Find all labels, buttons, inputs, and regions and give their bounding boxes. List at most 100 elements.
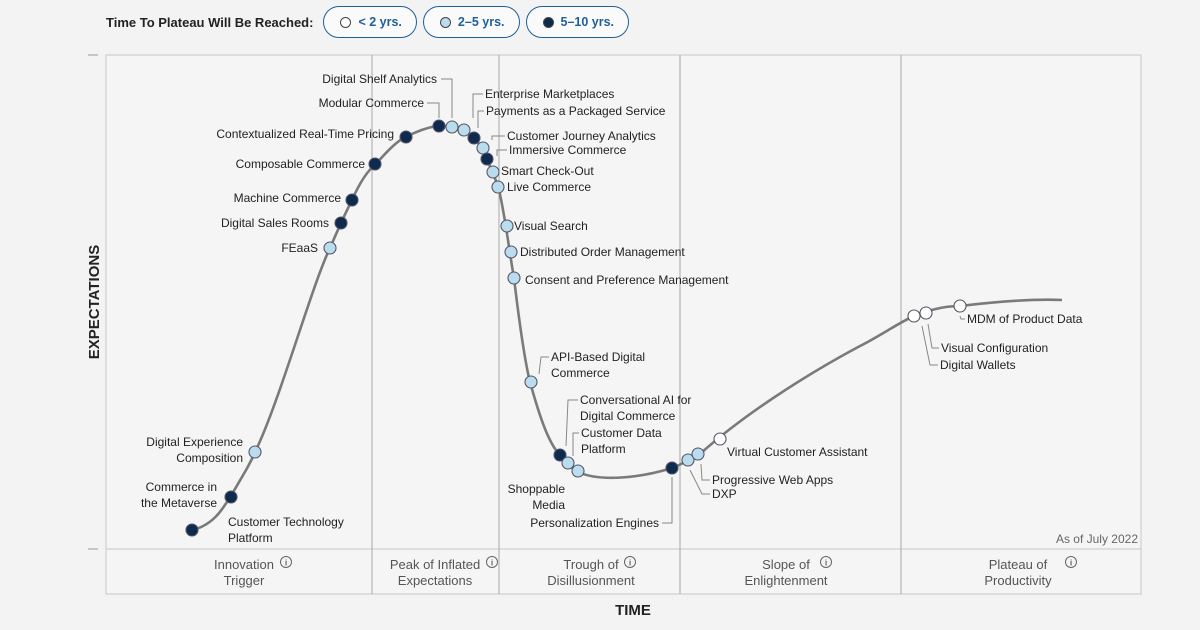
label-contextualized-real-time-pricing: Contextualized Real-Time Pricing [216, 127, 394, 141]
point-consent-and-preference-management[interactable] [507, 271, 521, 285]
phase-label-1: Innovation Trigger [214, 557, 274, 588]
point-modular-commerce[interactable] [432, 119, 446, 133]
leader-personalization-engines [662, 477, 673, 524]
point-progressive-web-apps[interactable] [691, 447, 705, 461]
legend-dot-long [542, 16, 554, 28]
legend-label-short: < 2 yrs. [358, 15, 402, 29]
phase-label-3: Trough of Disillusionment [547, 557, 635, 588]
label-customer-journey-analytics: Customer Journey Analytics [507, 129, 656, 143]
label-conversational-ai-for-digital-commerce: Conversational AI for Digital Commerce [580, 393, 691, 423]
svg-text:i: i [825, 558, 827, 568]
point-virtual-customer-assistant[interactable] [713, 432, 727, 446]
plot-frame [105, 54, 1142, 550]
point-composable-commerce[interactable] [368, 157, 382, 171]
legend-pill-long[interactable]: 5–10 yrs. [525, 6, 630, 38]
point-digital-wallets[interactable] [907, 309, 921, 323]
leader-api-based-digital-commerce [538, 356, 549, 375]
label-digital-experience-composition: Digital Experience Composition [146, 435, 243, 465]
leader-digital-shelf-analytics [441, 78, 453, 118]
label-progressive-web-apps: Progressive Web Apps [712, 473, 833, 487]
legend-pill-short[interactable]: < 2 yrs. [323, 6, 417, 38]
label-shoppable-media: Shoppable Media [508, 482, 566, 512]
y-axis-title: EXPECTATIONS [86, 245, 103, 359]
label-commerce-in-the-metaverse: Commerce in the Metaverse [141, 480, 217, 510]
point-immersive-commerce[interactable] [480, 152, 494, 166]
info-icon[interactable]: i [1065, 556, 1077, 568]
label-modular-commerce: Modular Commerce [319, 96, 425, 110]
point-digital-sales-rooms[interactable] [334, 216, 348, 230]
label-live-commerce: Live Commerce [507, 180, 591, 194]
legend-pill-mid[interactable]: 2–5 yrs. [422, 6, 520, 38]
svg-text:i: i [285, 558, 287, 568]
axis-ticks [88, 54, 98, 550]
label-digital-sales-rooms: Digital Sales Rooms [221, 216, 329, 230]
leader-conversational-ai-for-digital-commerce [565, 399, 578, 447]
label-digital-wallets: Digital Wallets [940, 358, 1016, 372]
label-api-based-digital-commerce: API-Based Digital Commerce [551, 350, 645, 380]
label-smart-check-out: Smart Check-Out [501, 164, 594, 178]
point-commerce-in-the-metaverse[interactable] [224, 490, 238, 504]
label-personalization-engines: Personalization Engines [530, 516, 659, 530]
leader-digital-wallets [921, 325, 938, 366]
svg-text:i: i [629, 558, 631, 568]
leader-modular-commerce [427, 102, 440, 118]
point-customer-technology-platform[interactable] [185, 523, 199, 537]
x-axis-title: TIME [615, 602, 651, 619]
label-feaas: FEaaS [281, 241, 318, 255]
point-digital-shelf-analytics[interactable] [445, 120, 459, 134]
label-digital-shelf-analytics: Digital Shelf Analytics [322, 72, 437, 86]
point-personalization-engines[interactable] [665, 461, 679, 475]
point-visual-search[interactable] [500, 219, 514, 233]
legend-dot-mid [439, 16, 451, 28]
label-enterprise-marketplaces: Enterprise Marketplaces [485, 87, 614, 101]
point-digital-experience-composition[interactable] [248, 445, 262, 459]
point-machine-commerce[interactable] [345, 193, 359, 207]
phase-label-4: Slope of Enlightenment [744, 557, 827, 588]
legend: Time To Plateau Will Be Reached: < 2 yrs… [106, 6, 635, 38]
legend-label-mid: 2–5 yrs. [457, 15, 505, 29]
label-customer-technology-platform: Customer Technology Platform [228, 515, 344, 545]
point-customer-data-platform[interactable] [561, 456, 575, 470]
info-icon[interactable]: i [820, 556, 832, 568]
point-shoppable-media[interactable] [571, 464, 585, 478]
label-immersive-commerce: Immersive Commerce [509, 143, 627, 157]
leader-progressive-web-apps [700, 463, 710, 481]
phase-dividers [371, 55, 902, 594]
point-api-based-digital-commerce[interactable] [524, 375, 538, 389]
point-contextualized-real-time-pricing[interactable] [399, 130, 413, 144]
leader-mdm-of-product-data [959, 315, 965, 320]
point-payments-as-a-packaged-service[interactable] [467, 131, 481, 145]
label-composable-commerce: Composable Commerce [236, 157, 366, 171]
legend-title: Time To Plateau Will Be Reached: [106, 14, 314, 30]
legend-label-long: 5–10 yrs. [560, 15, 615, 29]
label-customer-data-platform: Customer Data Platform [581, 426, 662, 456]
as-of-note: As of July 2022 [1056, 532, 1138, 546]
point-smart-check-out[interactable] [486, 165, 500, 179]
info-icon[interactable]: i [280, 556, 292, 568]
point-customer-journey-analytics[interactable] [476, 141, 490, 155]
point-feaas[interactable] [323, 241, 337, 255]
point-visual-configuration[interactable] [919, 306, 933, 320]
point-labels: Customer Technology Platform Commerce in th… [141, 72, 1083, 545]
point-enterprise-marketplaces[interactable] [457, 123, 471, 137]
label-mdm-of-product-data: MDM of Product Data [967, 312, 1083, 326]
point-conversational-ai-for-digital-commerce[interactable] [553, 448, 567, 462]
label-payments-as-a-packaged-service: Payments as a Packaged Service [486, 104, 666, 118]
info-icon[interactable]: i [624, 556, 636, 568]
leader-immersive-commerce [496, 149, 507, 156]
info-icon[interactable]: i [486, 556, 498, 568]
phase-labels: Innovation Trigger i Peak of Inflated Expect… [214, 556, 1077, 588]
point-live-commerce[interactable] [491, 180, 505, 194]
label-dxp: DXP [712, 487, 737, 501]
point-dxp[interactable] [681, 453, 695, 467]
svg-text:i: i [1070, 558, 1072, 568]
hype-curve [191, 124, 1063, 532]
data-points [185, 119, 967, 537]
leader-payments-as-a-packaged-service [477, 110, 484, 128]
point-mdm-of-product-data[interactable] [953, 299, 967, 313]
leader-lines [427, 78, 965, 524]
leader-dxp [689, 469, 710, 495]
point-distributed-order-management[interactable] [504, 245, 518, 259]
svg-text:i: i [491, 558, 493, 568]
